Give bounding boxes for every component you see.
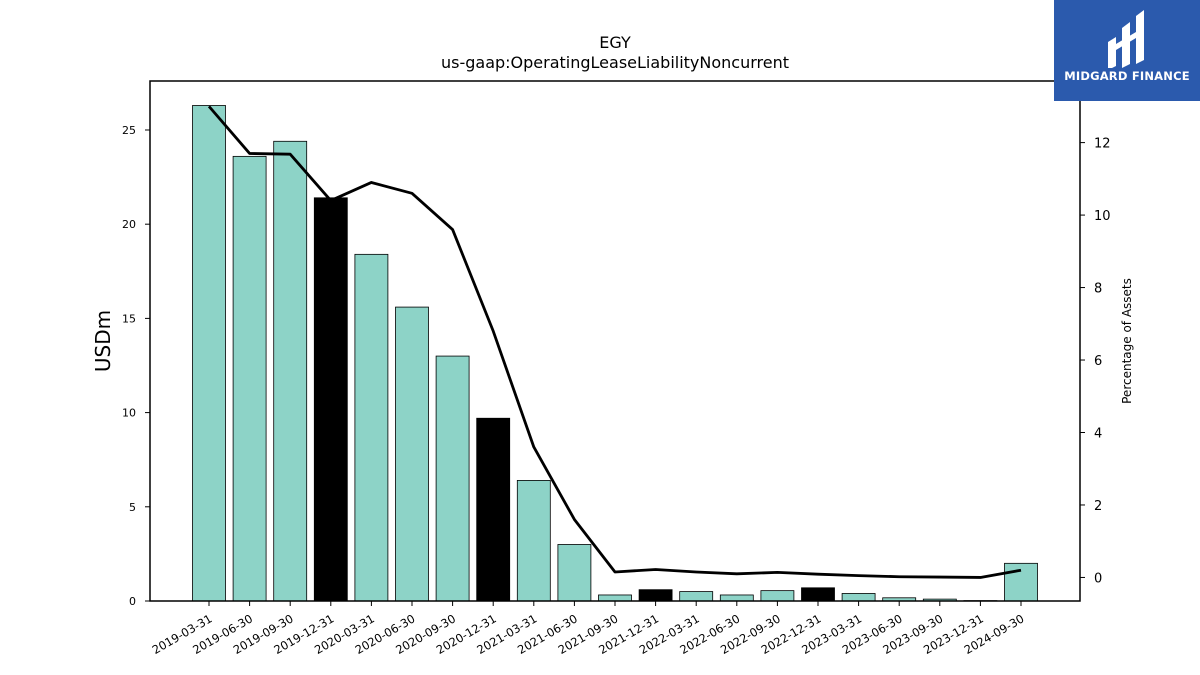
brand-logo: MIDGARD FINANCE xyxy=(1054,0,1200,101)
bar-2020-09-30 xyxy=(435,355,470,602)
bar-2022-09-30 xyxy=(760,590,795,602)
y-axis-label: USDm xyxy=(91,310,115,372)
y2-tick-label: 2 xyxy=(1094,499,1102,514)
bar-2021-06-30 xyxy=(557,544,592,602)
y-tick-label: 20 xyxy=(122,218,136,231)
y-tick-label: 5 xyxy=(129,501,136,514)
bar-2020-06-30 xyxy=(395,306,429,602)
bars-layer xyxy=(192,105,1038,602)
y-tick-label: 15 xyxy=(122,312,136,325)
bar-2023-03-31 xyxy=(841,593,876,602)
y2-axis-label: Percentage of Assets xyxy=(1120,278,1134,404)
bar-2019-06-30 xyxy=(232,155,267,602)
bar-2021-09-30 xyxy=(598,594,632,602)
line-layer xyxy=(207,105,1022,579)
logo-text: MIDGARD FINANCE xyxy=(1064,69,1190,83)
bar-2019-03-31 xyxy=(192,105,226,602)
chart-title: EGY xyxy=(599,33,631,52)
bar-2020-12-31 xyxy=(476,417,511,602)
bar-2024-09-30 xyxy=(1004,562,1038,602)
y2-tick-label: 8 xyxy=(1094,282,1102,297)
bar-2020-03-31 xyxy=(354,253,389,602)
bar-2019-09-30 xyxy=(273,140,308,602)
bar-2021-12-31 xyxy=(638,589,673,602)
y2-tick-label: 10 xyxy=(1094,209,1111,224)
y2-tick-label: 4 xyxy=(1094,426,1102,441)
bar-2022-12-31 xyxy=(801,587,835,602)
bar-2019-12-31 xyxy=(313,197,348,602)
y-tick-label: 10 xyxy=(122,407,136,420)
y2-tick-label: 12 xyxy=(1094,137,1111,152)
y2-tick-label: 6 xyxy=(1094,354,1102,369)
y-tick-label: 25 xyxy=(122,124,136,137)
chart-subtitle: us-gaap:OperatingLeaseLiabilityNoncurren… xyxy=(441,53,789,72)
percentage-line xyxy=(207,105,1022,579)
bar-2022-06-30 xyxy=(719,594,754,602)
y-tick-label: 0 xyxy=(129,595,136,608)
bar-2021-03-31 xyxy=(516,480,551,602)
midgard-logo-icon xyxy=(1108,10,1144,68)
bar-2022-03-31 xyxy=(679,591,714,602)
y2-tick-label: 0 xyxy=(1094,571,1102,586)
